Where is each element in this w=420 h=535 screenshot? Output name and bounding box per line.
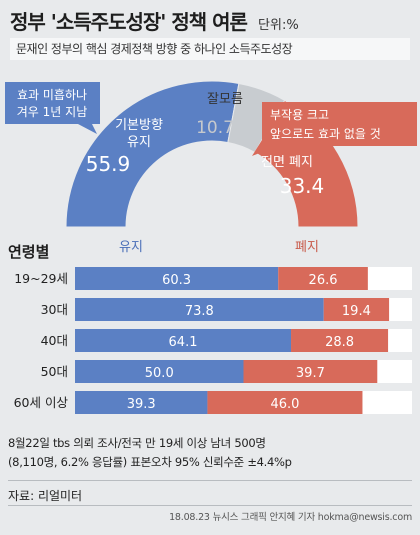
age-section-title: 연령별 (8, 243, 49, 261)
bar-keep-value: 64.1 (169, 335, 198, 350)
bar-abolish (323, 298, 390, 321)
callout-pointer (252, 140, 262, 156)
bar-abolish-value: 19.4 (342, 304, 371, 319)
callout-keep-text: 효과 미흡하나 (17, 88, 87, 102)
bar-abolish (243, 360, 378, 383)
note-line-1: 8월22일 tbs 의뢰 조사/전국 만 19세 이상 남녀 500명 (8, 436, 266, 450)
bar-keep (75, 329, 292, 352)
legend-keep: 유지 (119, 240, 143, 255)
category-label: 40대 (41, 333, 68, 348)
bar-abolish-value: 39.7 (296, 366, 325, 381)
bar-abolish (278, 267, 368, 290)
credit-line: 18.08.23 뉴시스 그래픽 안지혜 기자 hokma@newsis.com (169, 512, 412, 523)
unit-label: 단위:% (258, 18, 299, 33)
pie-value-label: 55.9 (86, 152, 131, 176)
bar-keep (75, 298, 324, 321)
bar-keep-value: 50.0 (145, 366, 174, 381)
category-label: 19~29세 (14, 271, 68, 286)
bar-abolish-value: 28.8 (325, 335, 354, 350)
bar-abolish (291, 329, 389, 352)
callout-abolish-box (262, 102, 417, 146)
callout-abolish-text: 부작용 크고 (270, 108, 329, 122)
subtitle: 문재인 정부의 핵심 경제정책 방향 중 하나인 소득주도성장 (10, 38, 410, 60)
pie-value-label: 33.4 (280, 174, 325, 198)
pie-slice (65, 80, 240, 228)
divider (8, 505, 412, 506)
source-label: 자료: 리얼미터 (8, 489, 83, 503)
title-row: 정부 '소득주도성장' 정책 여론 단위:% (10, 6, 410, 38)
pie-slice-label: 유지 (127, 135, 151, 150)
category-label: 60세 이상 (14, 395, 69, 410)
divider (8, 480, 412, 481)
pie-value-label: 10.7 (196, 118, 234, 138)
survey-note: 8월22일 tbs 의뢰 조사/전국 만 19세 이상 남녀 500명 (8,1… (8, 434, 292, 472)
bar-keep (75, 360, 244, 383)
bar-keep-value: 73.8 (185, 304, 214, 319)
category-label: 30대 (41, 302, 68, 317)
bar-keep-value: 60.3 (162, 273, 191, 288)
bar-keep-value: 39.3 (127, 397, 156, 412)
category-label: 50대 (41, 364, 68, 379)
pie-slice-label: 잘모름 (207, 92, 243, 107)
bar-abolish-value: 46.0 (270, 397, 299, 412)
pie-slice-label: 기본방향 (115, 118, 163, 133)
bar-keep (75, 391, 208, 414)
legend-abolish: 폐지 (295, 240, 319, 255)
bar-abolish-value: 26.6 (309, 273, 338, 288)
pie-slice-label: 전면 폐지 (261, 155, 313, 170)
callout-abolish-text: 앞으로도 효과 없을 것 (270, 127, 381, 141)
callout-pointer (78, 124, 97, 134)
bar-abolish (207, 391, 363, 414)
bar-keep (75, 267, 279, 290)
callout-keep-text: 겨우 1년 지남 (17, 105, 87, 119)
page-title: 정부 '소득주도성장' 정책 여론 (10, 10, 248, 34)
note-line-2: (8,110명, 6.2% 응답률) 표본오차 95% 신뢰수준 ±4.4%p (8, 455, 292, 469)
callout-keep-box (5, 82, 100, 124)
